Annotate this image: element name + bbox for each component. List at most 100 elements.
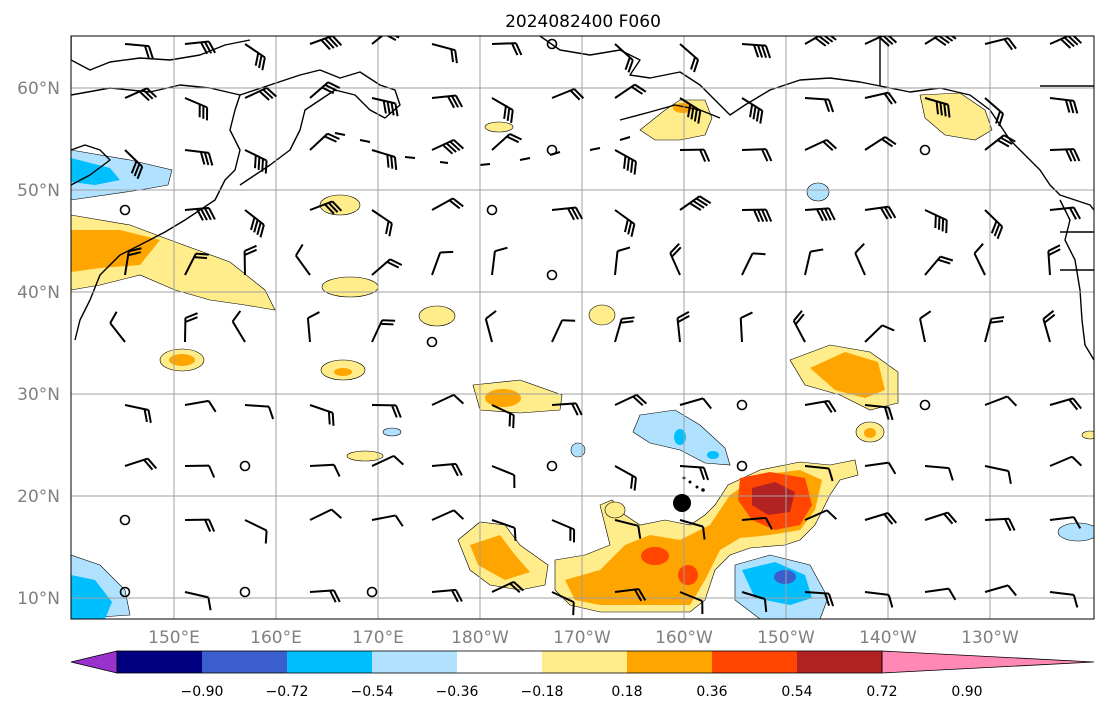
anomaly-shading-yellow xyxy=(1081,430,1094,440)
coastline-siberia xyxy=(71,36,251,71)
calm-wind-circle xyxy=(239,586,251,598)
colorbar-tick-labels: −0.90 −0.72 −0.54 −0.36 −0.18 0.18 0.36 0.54 0.7… xyxy=(181,684,983,700)
wind-barb xyxy=(864,205,897,220)
colorbar-tick-label: 0.90 xyxy=(951,684,982,700)
lon-label: 180°W xyxy=(451,628,509,648)
colorbar-segment xyxy=(202,651,287,673)
wind-barb xyxy=(614,43,634,73)
wind-barb xyxy=(1049,455,1083,467)
calm-wind-circle xyxy=(919,144,931,156)
wind-barb xyxy=(864,591,894,608)
calm-wind-circle xyxy=(546,269,558,281)
coastline-kamchatka xyxy=(239,69,401,186)
anomaly-shading-orange xyxy=(810,352,885,398)
wind-barb xyxy=(679,591,704,615)
anomaly-shading-yellow xyxy=(604,501,626,519)
wind-barb xyxy=(614,465,637,491)
anomaly-shading-yellow xyxy=(418,305,456,327)
anomaly-shading-orange xyxy=(169,354,195,366)
wind-barb xyxy=(804,591,835,607)
anomaly-shading-yellow xyxy=(346,450,384,462)
lat-label: 30°N xyxy=(17,385,60,405)
anomaly-shading-light-blue xyxy=(806,182,830,202)
wind-barb xyxy=(244,209,265,238)
colorbar xyxy=(70,650,1095,674)
wind-barb xyxy=(984,209,1004,240)
colorbar-segment xyxy=(372,651,457,673)
anomaly-shading-orange xyxy=(71,230,160,272)
wind-barb xyxy=(551,319,576,343)
wind-barb xyxy=(614,316,635,343)
wind-barb xyxy=(124,149,144,180)
wind-barb xyxy=(864,91,897,105)
lon-label: 150°E xyxy=(148,628,200,648)
lon-label: 140°W xyxy=(859,628,917,648)
wind-barb xyxy=(491,133,523,151)
anomaly-shading-yellow xyxy=(588,304,616,326)
wind-barb xyxy=(984,584,1017,597)
wind-barb xyxy=(614,588,647,602)
colorbar-segment xyxy=(542,651,627,673)
wind-barb xyxy=(491,42,523,56)
wind-barb xyxy=(1049,148,1081,162)
anomaly-shading-cyan xyxy=(71,575,112,619)
lat-label: 10°N xyxy=(17,589,60,609)
anomaly-shading-cyan xyxy=(707,451,719,459)
calm-wind-circle xyxy=(426,336,438,348)
wind-barb xyxy=(184,312,198,343)
wind-barb xyxy=(184,518,216,532)
wind-barb xyxy=(924,587,957,601)
colorbar-tick-label: 0.18 xyxy=(611,684,642,700)
calm-wind-circle xyxy=(119,204,131,216)
colorbar-tick-label: −0.90 xyxy=(181,684,224,700)
border-canada xyxy=(879,36,1094,87)
wind-barb xyxy=(864,324,895,343)
wind-barb xyxy=(919,310,932,343)
calm-wind-circle xyxy=(486,204,498,216)
calm-wind-circle xyxy=(546,460,558,472)
wind-barb xyxy=(124,87,158,102)
wind-barb xyxy=(184,206,216,221)
wind-barb xyxy=(109,311,126,343)
wind-barb xyxy=(1042,310,1056,343)
wind-barb xyxy=(244,404,275,420)
wind-barb xyxy=(124,404,152,423)
colorbar-segment xyxy=(457,651,542,673)
anomaly-shading-yellow xyxy=(484,121,514,133)
wind-barb xyxy=(124,43,154,59)
wind-barb xyxy=(679,195,712,211)
wind-barb xyxy=(184,464,216,478)
colorbar-segment xyxy=(797,651,882,673)
colorbar-tick-label: −0.54 xyxy=(351,684,394,700)
wind-barb xyxy=(741,591,768,613)
wind-barb xyxy=(984,517,1016,532)
coastline-alaska-peninsula xyxy=(619,104,721,121)
anomaly-shading-red-orange xyxy=(641,547,669,565)
wind-barb xyxy=(184,399,217,413)
wind-barb xyxy=(1049,397,1082,411)
anomaly-shading-light-blue xyxy=(570,442,586,458)
anomaly-shading xyxy=(71,92,1094,619)
wind-barb xyxy=(309,463,341,477)
lat-label: 40°N xyxy=(17,283,60,303)
wind-barb xyxy=(431,138,465,155)
wind-barb xyxy=(741,208,773,223)
calm-wind-circle xyxy=(546,144,558,156)
anomaly-shading-orange xyxy=(864,428,876,438)
wind-barb xyxy=(676,311,690,343)
wind-barb xyxy=(1049,516,1082,529)
wind-barb xyxy=(431,197,464,211)
wind-barb xyxy=(984,316,1005,343)
wind-barb xyxy=(804,509,838,521)
wind-barb xyxy=(741,148,773,162)
wind-barb xyxy=(792,310,806,343)
wind-barb xyxy=(804,36,837,47)
coastlines xyxy=(71,36,1094,492)
wind-barb xyxy=(371,514,404,527)
wind-barb xyxy=(551,206,583,221)
wind-barb xyxy=(614,149,637,175)
colorbar-segment xyxy=(712,651,797,673)
colorbar-tick-label: −0.36 xyxy=(436,684,479,700)
wind-barb xyxy=(1049,591,1079,608)
